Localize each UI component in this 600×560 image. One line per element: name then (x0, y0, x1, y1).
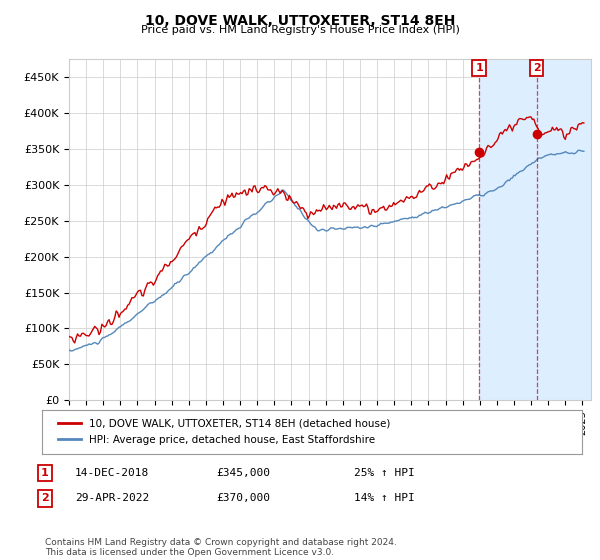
Text: £345,000: £345,000 (216, 468, 270, 478)
Text: 2: 2 (41, 493, 49, 503)
Text: 1: 1 (475, 63, 483, 73)
Text: 1: 1 (41, 468, 49, 478)
Text: 14% ↑ HPI: 14% ↑ HPI (354, 493, 415, 503)
Text: 2: 2 (533, 63, 541, 73)
Text: Contains HM Land Registry data © Crown copyright and database right 2024.
This d: Contains HM Land Registry data © Crown c… (45, 538, 397, 557)
Text: 29-APR-2022: 29-APR-2022 (75, 493, 149, 503)
Text: 10, DOVE WALK, UTTOXETER, ST14 8EH: 10, DOVE WALK, UTTOXETER, ST14 8EH (145, 14, 455, 28)
Text: 25% ↑ HPI: 25% ↑ HPI (354, 468, 415, 478)
Legend: 10, DOVE WALK, UTTOXETER, ST14 8EH (detached house), HPI: Average price, detache: 10, DOVE WALK, UTTOXETER, ST14 8EH (deta… (53, 413, 395, 450)
Bar (479, 59, 591, 400)
Text: Price paid vs. HM Land Registry's House Price Index (HPI): Price paid vs. HM Land Registry's House … (140, 25, 460, 35)
Text: £370,000: £370,000 (216, 493, 270, 503)
Text: 14-DEC-2018: 14-DEC-2018 (75, 468, 149, 478)
